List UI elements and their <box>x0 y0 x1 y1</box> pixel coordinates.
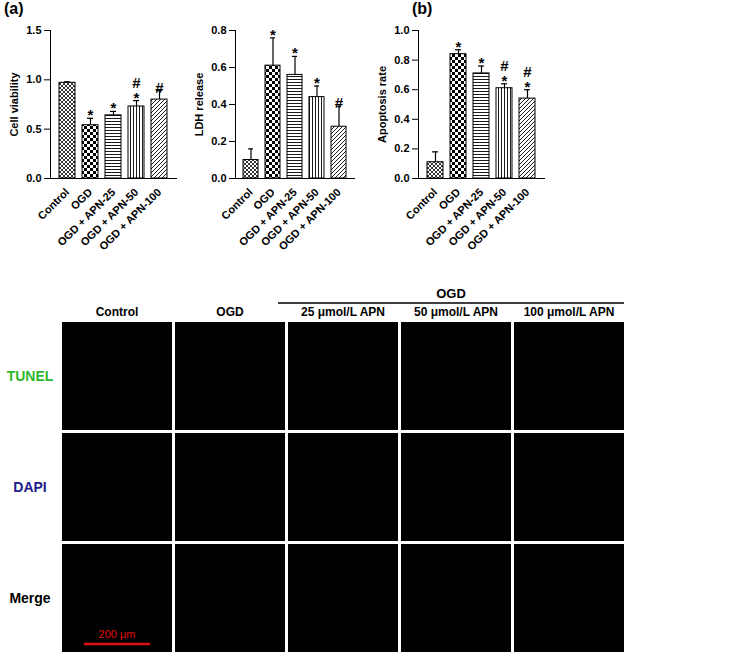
svg-text:OGD + APN-50: OGD + APN-50 <box>258 185 321 249</box>
svg-text:0.6: 0.6 <box>394 83 409 95</box>
svg-text:OGD + APN-25: OGD + APN-25 <box>236 185 299 249</box>
svg-text:50 μmol/L APN: 50 μmol/L APN <box>414 305 498 319</box>
svg-text:1.0: 1.0 <box>394 24 409 36</box>
svg-text:OGD: OGD <box>68 185 95 212</box>
svg-text:0.4: 0.4 <box>394 113 410 125</box>
svg-text:1.5: 1.5 <box>26 24 41 36</box>
svg-text:OGD + APN-100: OGD + APN-100 <box>97 186 164 253</box>
svg-text:OGD + APN-100: OGD + APN-100 <box>276 186 343 253</box>
svg-text:LDH release: LDH release <box>193 73 205 137</box>
svg-text:Control: Control <box>219 186 255 222</box>
svg-text:0.8: 0.8 <box>211 24 226 36</box>
svg-text:OGD: OGD <box>216 305 244 319</box>
svg-text:*: * <box>111 99 117 116</box>
svg-text:Control: Control <box>35 186 71 222</box>
svg-text:#: # <box>155 79 164 96</box>
svg-text:OGD + APN-25: OGD + APN-25 <box>55 185 118 249</box>
svg-text:0.6: 0.6 <box>211 61 226 73</box>
svg-text:DAPI: DAPI <box>13 479 46 495</box>
svg-text:#: # <box>335 94 344 111</box>
svg-text:0.2: 0.2 <box>211 135 226 147</box>
svg-text:0.0: 0.0 <box>26 172 41 184</box>
svg-text:100 μmol/L APN: 100 μmol/L APN <box>524 305 615 319</box>
svg-text:TUNEL: TUNEL <box>7 368 54 384</box>
svg-text:0.5: 0.5 <box>26 123 41 135</box>
svg-text:Apoptosis rate: Apoptosis rate <box>376 66 388 143</box>
svg-text:Merge: Merge <box>9 590 50 606</box>
svg-text:*: * <box>314 74 320 91</box>
svg-text:#*: #* <box>523 63 532 95</box>
svg-text:OGD + APN-25: OGD + APN-25 <box>423 185 486 249</box>
svg-text:1.0: 1.0 <box>26 73 41 85</box>
svg-text:#*: #* <box>500 57 509 89</box>
svg-text:*: * <box>88 106 94 123</box>
svg-text:OGD + APN-100: OGD + APN-100 <box>465 186 532 253</box>
svg-text:0.0: 0.0 <box>211 172 226 184</box>
svg-text:0.8: 0.8 <box>394 54 409 66</box>
svg-text:200 μm: 200 μm <box>99 628 136 640</box>
svg-text:0.2: 0.2 <box>394 142 409 154</box>
svg-text:*: * <box>292 44 298 61</box>
svg-text:#*: #* <box>132 74 141 106</box>
svg-text:*: * <box>479 54 485 71</box>
svg-text:OGD: OGD <box>436 286 466 301</box>
svg-text:OGD + APN-50: OGD + APN-50 <box>78 185 141 249</box>
svg-text:Cell viability: Cell viability <box>8 72 20 137</box>
svg-text:*: * <box>456 38 462 55</box>
svg-text:OGD: OGD <box>436 185 463 212</box>
svg-text:OGD + APN-50: OGD + APN-50 <box>446 185 509 249</box>
svg-text:OGD: OGD <box>250 185 277 212</box>
svg-text:0.0: 0.0 <box>394 172 409 184</box>
svg-text:*: * <box>270 26 276 43</box>
html-text:(a): (a) <box>4 0 24 17</box>
svg-text:0.4: 0.4 <box>211 98 227 110</box>
svg-text:25 μmol/L APN: 25 μmol/L APN <box>301 305 385 319</box>
svg-text:Control: Control <box>403 186 439 222</box>
html-text:(b): (b) <box>412 0 433 17</box>
svg-text:Control: Control <box>96 305 139 319</box>
